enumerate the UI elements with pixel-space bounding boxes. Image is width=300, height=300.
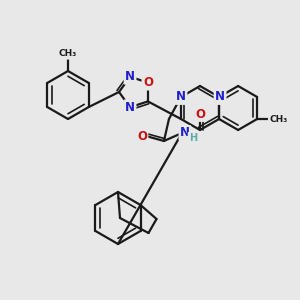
Text: N: N xyxy=(176,91,186,103)
Text: N: N xyxy=(215,91,225,103)
Text: H: H xyxy=(189,133,197,143)
Text: N: N xyxy=(125,70,135,83)
Text: N: N xyxy=(125,101,135,114)
Text: O: O xyxy=(195,107,205,121)
Text: CH₃: CH₃ xyxy=(59,50,77,58)
Text: O: O xyxy=(137,130,147,142)
Text: N: N xyxy=(180,127,190,140)
Text: CH₃: CH₃ xyxy=(269,115,287,124)
Text: O: O xyxy=(143,76,153,89)
